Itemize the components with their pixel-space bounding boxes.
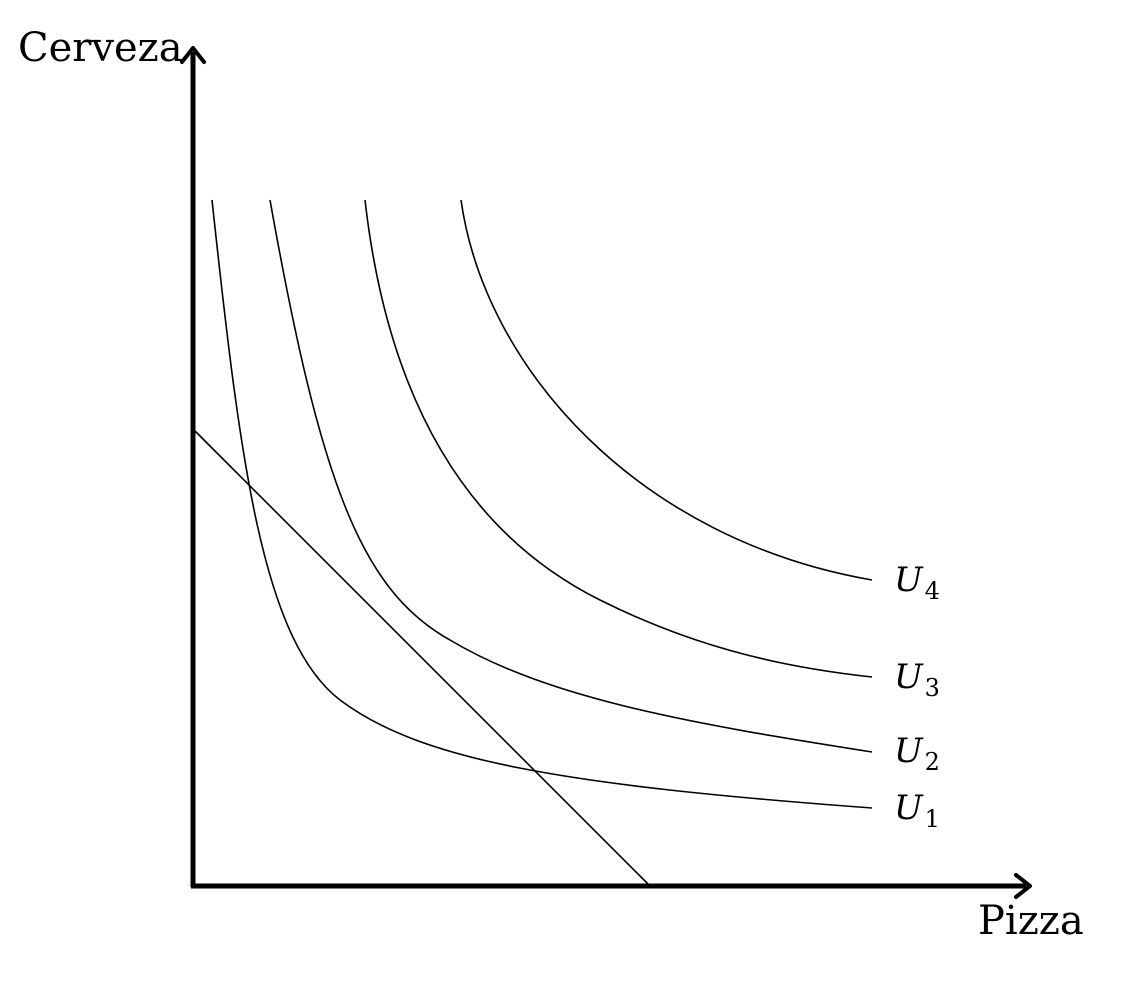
indifference-curve-u4 — [460, 199, 873, 581]
y-axis-arrowhead-icon — [180, 46, 206, 64]
budget-line — [193, 429, 651, 887]
curve-label-u1: U1 — [894, 788, 940, 833]
indifference-curve-u1 — [211, 199, 873, 809]
curve-label-u3: U3 — [894, 657, 940, 702]
x-axis-label: Pizza — [978, 898, 1084, 944]
y-axis-label: Cerveza — [18, 25, 183, 71]
indifference-curve-u3 — [364, 199, 873, 678]
curve-label-u4: U4 — [894, 560, 940, 605]
indifference-curve-u2 — [269, 199, 873, 753]
curve-label-u2: U2 — [894, 731, 940, 776]
x-axis-arrowhead-icon — [1014, 873, 1032, 899]
